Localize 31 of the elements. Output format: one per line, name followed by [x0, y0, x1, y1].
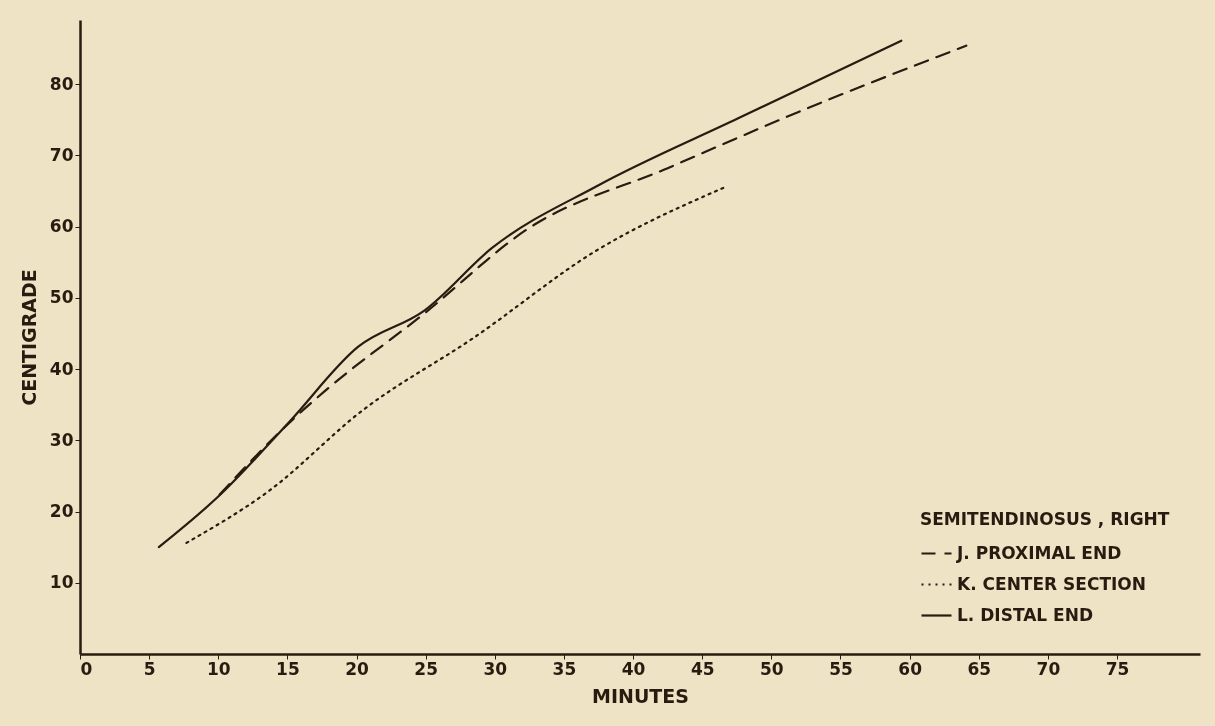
x-tick-label: 65	[967, 658, 992, 679]
x-tick-label: 5	[143, 658, 156, 679]
legend-label: K. CENTER SECTION	[957, 573, 1147, 594]
y-tick-label: 40	[49, 358, 74, 379]
x-tick-label: 40	[621, 658, 646, 679]
x-tick-label: 75	[1105, 658, 1130, 679]
x-tick-label: 10	[206, 658, 231, 679]
x-tick-label: 50	[760, 658, 784, 679]
x-axis-title: MINUTES	[592, 684, 689, 707]
x-tick-label: 0	[80, 658, 93, 679]
x-tick-label: 60	[898, 658, 923, 679]
y-tick-label: 30	[49, 429, 74, 450]
x-tick-label: 25	[414, 658, 439, 679]
y-tick-label: 70	[49, 144, 74, 165]
y-tick-label: 60	[49, 216, 74, 237]
y-tick-label: 80	[49, 73, 74, 94]
legend-label: J. PROXIMAL END	[956, 542, 1122, 563]
y-tick-label: 50	[49, 287, 74, 308]
x-tick-label: 15	[276, 658, 300, 679]
x-tick-label: 55	[829, 658, 853, 679]
x-tick-label: 20	[345, 658, 370, 679]
y-axis-title: CENTIGRADE	[17, 269, 40, 406]
x-tick-label: 70	[1036, 658, 1061, 679]
legend-title: SEMITENDINOSUS , RIGHT	[920, 509, 1170, 529]
x-tick-label: 30	[483, 658, 508, 679]
x-tick-label: 35	[552, 658, 577, 679]
line-series	[185, 186, 726, 544]
y-tick-label: 20	[49, 501, 74, 522]
y-tick-label: 10	[49, 572, 74, 593]
legend-label: L. DISTAL END	[957, 604, 1094, 625]
x-tick-label: 45	[690, 658, 715, 679]
